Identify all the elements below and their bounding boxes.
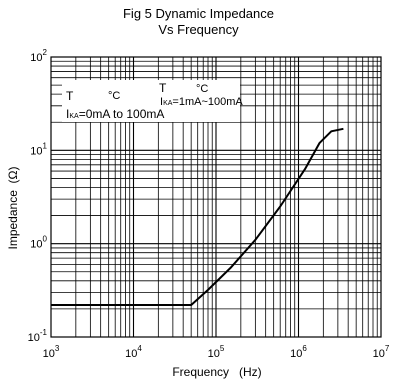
y-tick-label: 10-1 (28, 328, 48, 344)
chart-title: Fig 5 Dynamic Impedance (122, 6, 274, 21)
annot-ika-zero: IKA=0mA to 100mA (66, 107, 164, 121)
x-tick-base: 10 (373, 348, 385, 360)
x-tick-label: 106 (290, 344, 307, 360)
x-tick-base: 10 (125, 348, 137, 360)
y-tick-label: 102 (30, 48, 47, 64)
y-tick-exponent: -1 (40, 328, 48, 337)
annotation-box (62, 80, 240, 122)
annot-ika-range-sub: KA (163, 100, 173, 107)
y-tick-base: 10 (28, 332, 40, 344)
y-tick-base: 10 (30, 145, 42, 157)
impedance-curve (51, 127, 344, 306)
chart-subtitle: Vs Frequency (158, 22, 239, 37)
x-tick-label: 107 (373, 344, 390, 360)
annot-t-right: T (159, 81, 167, 95)
x-tick-base: 10 (43, 348, 55, 360)
y-tick-base: 10 (30, 239, 42, 251)
x-tick-label: 105 (208, 344, 225, 360)
y-axis-label: Impedance (Ω) (6, 166, 20, 249)
chart-title-block: Fig 5 Dynamic Impedance Vs Frequency (0, 6, 397, 38)
x-tick-exponent: 6 (302, 344, 307, 353)
y-tick-base: 10 (30, 52, 42, 64)
y-tick-label: 101 (30, 141, 47, 157)
annot-t-left: T (66, 89, 74, 103)
x-tick-exponent: 7 (385, 344, 390, 353)
annot-degc-right: °C (196, 83, 208, 95)
annot-ika-zero-i: I (66, 107, 69, 121)
annot-ika-zero-value: =0mA to 100mA (79, 107, 165, 121)
annot-degc-left: °C (108, 90, 120, 102)
x-tick-label: 103 (43, 344, 60, 360)
annot-ika-zero-sub: KA (69, 113, 79, 120)
x-tick-exponent: 4 (137, 344, 142, 353)
annot-ika-range-i: I (160, 96, 163, 108)
y-tick-exponent: 2 (43, 48, 48, 57)
x-tick-exponent: 5 (220, 344, 225, 353)
annotation-group: T °C T °C IKA=1mA~100mA IKA=0mA to 100mA (66, 81, 243, 121)
annot-ika-range: IKA=1mA~100mA (160, 96, 243, 108)
y-tick-label: 100 (30, 235, 47, 251)
annot-ika-range-value: =1mA~100mA (172, 96, 243, 108)
x-tick-base: 10 (208, 348, 220, 360)
x-tick-labels: 103 104 105 106 107 (43, 344, 390, 360)
y-tick-exponent: 1 (43, 141, 48, 150)
x-tick-exponent: 3 (55, 344, 60, 353)
plot-frame (50, 56, 382, 338)
y-tick-exponent: 0 (43, 235, 48, 244)
x-tick-label: 104 (125, 344, 142, 360)
x-tick-base: 10 (290, 348, 302, 360)
x-axis-label: Frequency (Hz) (172, 365, 261, 379)
